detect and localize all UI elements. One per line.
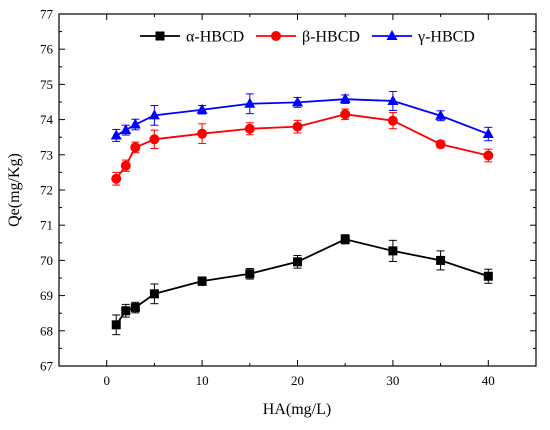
y-tick-label: 76: [40, 42, 54, 57]
data-point: [149, 289, 159, 299]
data-point: [339, 93, 351, 104]
x-tick-label: 40: [482, 373, 495, 388]
legend-item-2: β-HBCD: [256, 29, 360, 46]
data-point: [196, 103, 208, 114]
data-point: [110, 129, 122, 140]
data-point: [483, 271, 493, 281]
y-tick-label: 68: [40, 323, 53, 338]
data-point: [387, 94, 399, 105]
legend-item-3: γ-HBCD: [372, 29, 475, 46]
y-tick-label: 71: [40, 218, 53, 233]
legend-label: β-HBCD: [302, 29, 360, 46]
legend-marker: [271, 31, 281, 41]
data-point: [130, 142, 141, 153]
legend: α-HBCD β-HBCD γ-HBCD: [140, 29, 475, 46]
data-point: [197, 276, 207, 286]
data-point: [388, 246, 398, 256]
data-point: [245, 269, 255, 279]
y-tick-label: 67: [40, 359, 54, 374]
series-line: [115, 113, 489, 180]
data-point: [292, 96, 303, 107]
series-3: [110, 90, 494, 142]
data-point: [340, 234, 350, 244]
data-point: [482, 128, 494, 139]
y-tick-label: 73: [40, 147, 53, 162]
legend-label: α-HBCD: [186, 29, 244, 46]
series-1: [111, 234, 493, 336]
series-2: [111, 108, 494, 186]
plot-frame: [58, 13, 537, 367]
series-line: [115, 238, 489, 326]
data-point: [483, 150, 494, 161]
data-point: [120, 124, 132, 135]
data-point: [111, 173, 122, 184]
legend-marker: [155, 31, 165, 41]
legend-label: γ-HBCD: [417, 29, 475, 46]
data-point: [340, 109, 351, 120]
y-tick-label: 75: [40, 77, 53, 92]
y-tick-label: 74: [40, 112, 54, 127]
data-point: [435, 109, 447, 120]
y-tick-label: 70: [40, 253, 53, 268]
series-line: [115, 98, 489, 137]
data-point: [244, 123, 255, 134]
data-point: [387, 115, 398, 126]
y-tick-label: 72: [40, 183, 53, 198]
data-point: [148, 109, 160, 120]
ticks-layer: 0 10 20 30 40 67 68 69 70 71 72 73 74 75 76 77: [40, 7, 537, 388]
legend-item-1: α-HBCD: [140, 29, 244, 46]
series-layer: [110, 90, 494, 336]
data-point: [120, 160, 131, 171]
x-tick-label: 30: [386, 373, 399, 388]
data-point: [130, 303, 140, 313]
data-point: [111, 320, 121, 330]
y-tick-label: 77: [40, 7, 54, 22]
data-point: [244, 97, 256, 108]
y-tick-label: 69: [40, 288, 53, 303]
data-point: [121, 306, 131, 316]
data-point: [436, 255, 446, 265]
data-point: [293, 257, 302, 267]
data-point: [197, 128, 208, 139]
x-tick-label: 20: [291, 373, 304, 388]
x-axis-title: HA(mg/L): [263, 401, 331, 418]
data-point: [129, 118, 141, 129]
x-tick-label: 10: [196, 373, 209, 388]
y-axis-title: Qe(mg/Kg): [6, 153, 23, 227]
data-point: [435, 139, 446, 150]
legend-marker: [386, 30, 398, 40]
data-point: [149, 134, 160, 145]
data-point: [292, 121, 303, 132]
x-tick-label: 0: [103, 373, 110, 388]
